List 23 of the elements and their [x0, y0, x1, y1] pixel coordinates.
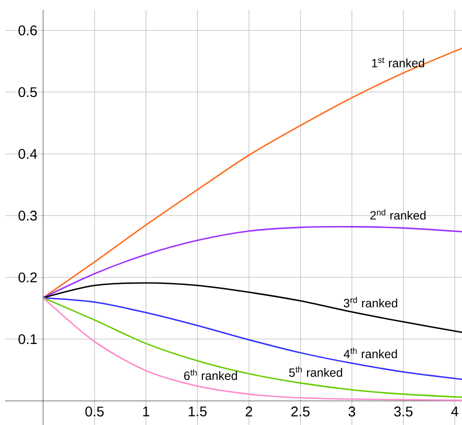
series-label: 6$^{th}$ ranked [184, 369, 237, 380]
x-tick-label: 3.5 [394, 406, 412, 416]
y-tick-label: 0.2 [18, 272, 37, 282]
line-series [42, 48, 462, 298]
x-tick-label: 1.5 [188, 406, 207, 416]
line-series [42, 226, 462, 298]
series-label: 4$^{th}$ ranked [344, 348, 397, 358]
y-tick-label: 0.3 [18, 210, 37, 221]
x-tick-label: 0.5 [85, 406, 104, 416]
line-series [42, 297, 462, 380]
x-tick-label: 2 [246, 406, 252, 416]
x-tick-label: 2.5 [291, 406, 310, 416]
x-tick-label: 4 [451, 406, 458, 416]
y-tick-label: 0.6 [18, 25, 37, 36]
series-label: 2$^{nd}$ ranked [370, 209, 426, 220]
y-tick-label: 0.5 [18, 87, 37, 98]
x-tick-label: 1 [143, 406, 150, 416]
x-tick-label: 3 [348, 406, 356, 416]
y-tick-label: 0.1 [18, 334, 37, 344]
y-tick-label: 0.4 [18, 148, 38, 159]
series-label: 5$^{th}$ ranked [289, 366, 342, 377]
series-label: 1$^{st}$ ranked [372, 57, 424, 68]
series-label: 3$^{rd}$ ranked [344, 296, 398, 308]
